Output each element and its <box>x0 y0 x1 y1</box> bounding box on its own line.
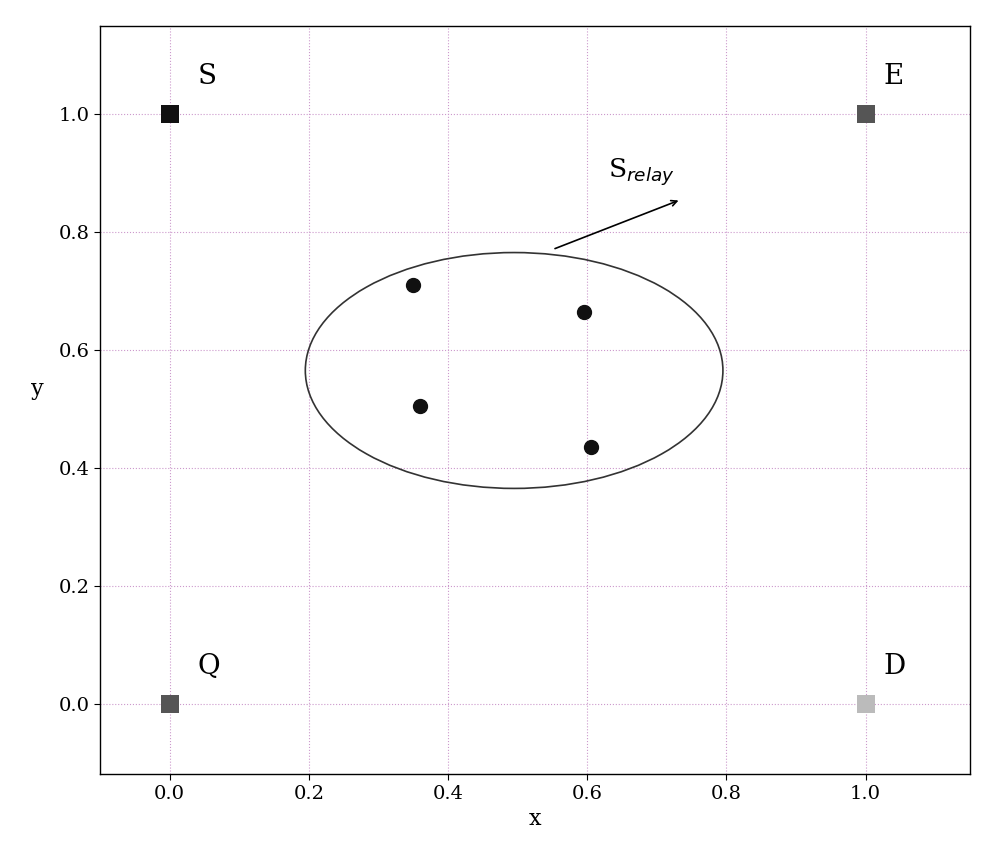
Text: S: S <box>197 63 216 90</box>
Point <box>412 399 428 413</box>
Point <box>858 697 874 711</box>
Point <box>405 278 421 292</box>
Y-axis label: y: y <box>31 378 44 400</box>
Text: D: D <box>883 653 905 680</box>
Point <box>162 697 178 711</box>
Text: Q: Q <box>197 653 220 680</box>
Point <box>858 107 874 121</box>
Text: E: E <box>883 63 903 90</box>
Point <box>162 107 178 121</box>
Point <box>583 440 599 454</box>
Point <box>576 305 592 318</box>
Text: S$_{\mathit{relay}}$: S$_{\mathit{relay}}$ <box>608 157 675 188</box>
X-axis label: x: x <box>529 808 541 831</box>
